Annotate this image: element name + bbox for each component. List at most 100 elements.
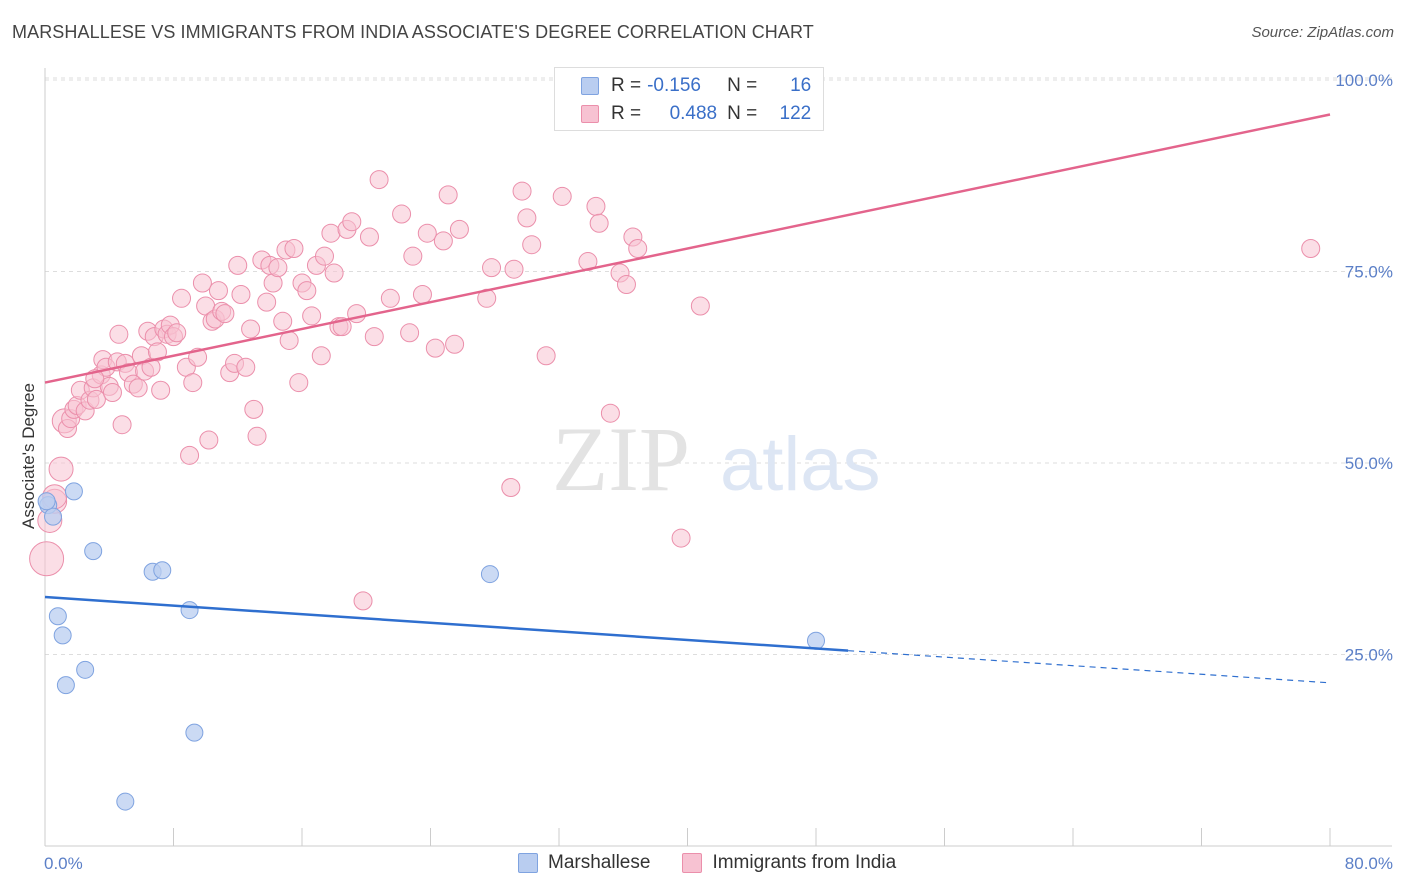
india-point [504,259,524,279]
marshallese-point [44,507,63,526]
india-point [380,288,400,308]
india-point [147,342,167,362]
axis-layer [44,68,1392,847]
india-point [311,346,331,366]
india-point [183,373,203,393]
marshallese-point [76,660,95,679]
india-point [241,319,261,339]
marshallese-point [180,601,199,620]
india-point [359,227,379,247]
legend-swatch-blue [581,77,599,95]
india-point [128,378,148,398]
india-point [690,296,710,316]
legend-swatch-pink [581,105,599,123]
india-point [417,223,437,243]
marshallese-point [153,561,172,580]
india-point [180,445,200,465]
y-axis-label: Associate's Degree [19,383,38,529]
india-point [536,346,556,366]
india-point [342,212,362,232]
india-point [112,415,132,435]
india-point [314,246,334,266]
india-point [517,208,537,228]
legend-row-marshallese: R = -0.156 N = 16 [581,73,811,99]
y-tick-label: 25.0% [1345,646,1393,665]
india-point [369,170,389,190]
india-point [102,383,122,403]
india-point [433,231,453,251]
india-point [284,239,304,259]
india-point [392,204,412,224]
india-point [273,311,293,331]
chart-title: MARSHALLESE VS IMMIGRANTS FROM INDIA ASS… [12,22,814,42]
marshallese-point [185,723,204,742]
marshallese-point [807,631,825,650]
india-point [109,324,129,344]
india-point [268,258,288,278]
india-point [438,185,458,205]
india-point [244,399,264,419]
marshallese-trendline [44,595,849,652]
india-point [586,196,606,216]
y-tick-label: 75.0% [1345,263,1393,282]
india-point [297,281,317,301]
india-point [215,304,235,324]
india-point [1301,239,1321,259]
india-point [231,284,251,304]
india-point [482,258,502,278]
india-point [289,373,309,393]
marshallese-trendline-extension [848,650,1331,684]
legend-label-marshallese: Marshallese [548,852,651,873]
india-point [552,186,572,206]
watermark-atlas: atlas [720,422,881,507]
india-point [412,284,432,304]
series-legend: Marshallese Immigrants from India [518,852,928,874]
x-tick-label: 80.0% [1345,854,1393,873]
india-point [29,541,65,577]
india-point [425,338,445,358]
legend-r-value: 0.488 [669,103,718,124]
india-point [199,430,219,450]
india-point [353,591,373,611]
x-tick-label: 0.0% [44,854,83,873]
india-point [512,181,532,201]
india-point [208,281,228,301]
india-trendline [44,113,1331,384]
stats-legend: R = -0.156 N = 16 R = 0.488 N = 122 [554,67,824,131]
marshallese-point [84,542,103,561]
legend-item-india[interactable]: Immigrants from India [682,852,896,874]
legend-item-marshallese[interactable]: Marshallese [518,852,650,874]
marshallese-point [116,792,135,811]
india-point [257,292,277,312]
india-point [364,327,384,347]
india-point [501,478,521,498]
legend-swatch-pink [682,853,703,873]
legend-n-value: 16 [790,75,812,96]
india-point [236,357,256,377]
india-point [302,306,322,326]
india-point [403,246,423,266]
watermark-zip: ZIP [552,408,690,510]
marshallese-point [53,626,72,645]
india-point [48,456,74,482]
marshallese-point [56,676,75,695]
india-point [86,389,106,409]
marshallese-point [48,607,67,626]
marshallese-point [37,492,56,511]
india-point [192,273,212,293]
legend-r-label: R = [611,75,642,96]
india-point [167,323,187,343]
legend-swatch-blue [518,853,538,873]
india-point [445,334,465,354]
legend-r-value: -0.156 [647,75,701,96]
india-point [172,288,192,308]
legend-n-value: 122 [779,103,812,124]
india-point [671,528,691,548]
legend-row-india: R = 0.488 N = 122 [581,101,811,127]
trend-layer [44,113,1331,684]
y-tick-label: 100.0% [1335,71,1393,90]
source-label: Source: ZipAtlas.com [1251,24,1394,41]
india-point [589,213,609,233]
india-point [247,426,267,446]
